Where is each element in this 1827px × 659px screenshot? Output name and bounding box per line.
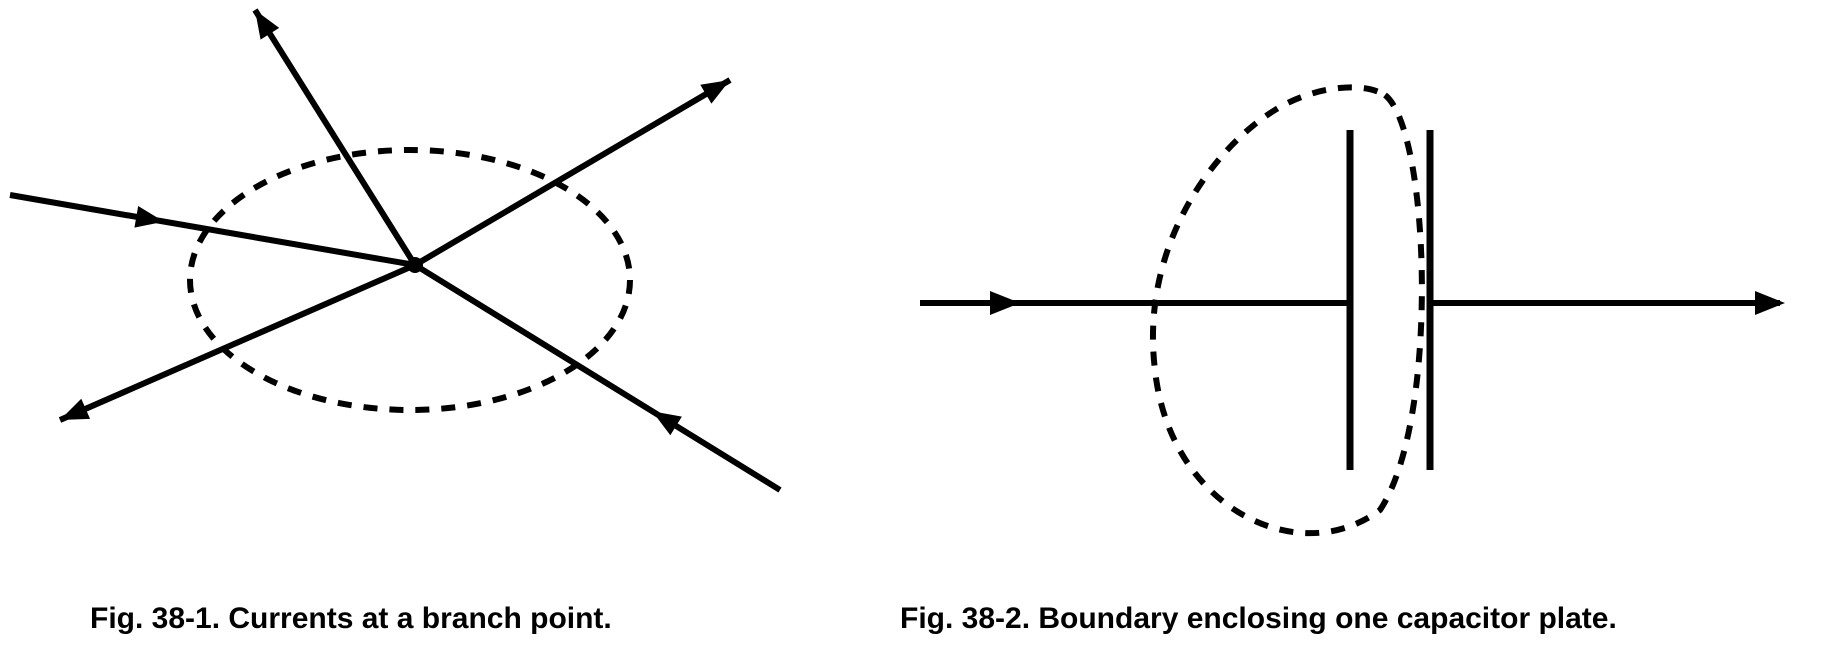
current-arrow-2-head xyxy=(246,4,280,39)
figure-38-1: Fig. 38-1. Currents at a branch point. xyxy=(0,0,880,659)
capacitor-svg xyxy=(880,0,1827,560)
current-arrow-1-line xyxy=(10,195,415,265)
current-arrow-5-head xyxy=(646,402,681,435)
figure-38-1-caption: Fig. 38-1. Currents at a branch point. xyxy=(0,599,880,659)
boundary-loop xyxy=(1153,87,1422,533)
figure-container: Fig. 38-1. Currents at a branch point. F… xyxy=(0,0,1827,659)
branch-point-svg xyxy=(0,0,880,560)
current-arrow-2-line xyxy=(255,10,415,265)
current-arrow-4-head xyxy=(56,399,90,430)
current-arrow-3-line xyxy=(415,80,730,265)
figure-38-2-caption: Fig. 38-2. Boundary enclosing one capaci… xyxy=(880,599,1827,659)
right-wire-arrowhead xyxy=(1755,291,1785,315)
current-arrow-5-line xyxy=(415,265,780,490)
current-arrow-4-line xyxy=(60,265,415,420)
current-arrow-3-head xyxy=(700,71,735,104)
figure-38-1-drawing xyxy=(0,0,880,599)
figure-38-2-drawing xyxy=(880,0,1827,599)
boundary-ellipse xyxy=(190,150,630,410)
figure-38-2: Fig. 38-2. Boundary enclosing one capaci… xyxy=(880,0,1827,659)
branch-node xyxy=(407,257,423,273)
left-wire-arrowhead xyxy=(990,291,1020,315)
